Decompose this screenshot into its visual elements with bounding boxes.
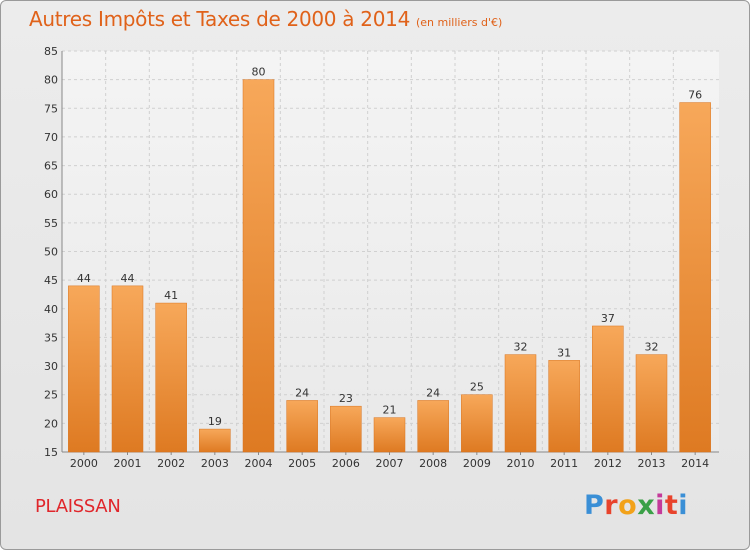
bar-2007 bbox=[373, 417, 406, 453]
logo-letter: r bbox=[604, 490, 619, 521]
x-tick-label: 2000 bbox=[70, 457, 98, 470]
logo-letter: i bbox=[655, 490, 665, 521]
y-tick-label: 35 bbox=[44, 331, 58, 344]
data-label: 44 bbox=[77, 272, 91, 285]
x-tick-label: 2002 bbox=[157, 457, 185, 470]
logo-letter: t bbox=[664, 490, 679, 521]
bar-2005 bbox=[286, 400, 318, 453]
data-label: 32 bbox=[645, 341, 659, 354]
bar-2002 bbox=[155, 302, 187, 453]
y-tick-label: 55 bbox=[44, 217, 58, 230]
bar-2004 bbox=[242, 79, 275, 453]
data-label: 32 bbox=[514, 341, 528, 354]
logo-letter: o bbox=[618, 490, 638, 521]
bar-2013 bbox=[635, 354, 668, 453]
chart-title: Autres Impôts et Taxes de 2000 à 2014 bbox=[29, 7, 410, 31]
bar-2011 bbox=[548, 360, 580, 453]
x-tick-label: 2009 bbox=[463, 457, 491, 470]
x-tick-label: 2008 bbox=[419, 457, 447, 470]
x-tick-label: 2014 bbox=[681, 457, 709, 470]
y-tick-label: 20 bbox=[44, 417, 58, 430]
data-label: 25 bbox=[470, 381, 484, 394]
y-tick-label: 80 bbox=[44, 74, 58, 87]
data-label: 80 bbox=[252, 66, 266, 79]
x-tick-label: 2005 bbox=[288, 457, 316, 470]
bar-2012 bbox=[592, 325, 624, 453]
proxiti-logo: Proxiti bbox=[584, 490, 688, 521]
x-tick-label: 2011 bbox=[550, 457, 578, 470]
axes: 15 20 25 30 35 40 45 50 55 60 65 70 75 80 85 2000 2001 20… bbox=[44, 45, 719, 470]
bar-2010 bbox=[504, 354, 537, 453]
y-tick-label: 75 bbox=[44, 102, 58, 115]
x-tick-label: 2007 bbox=[376, 457, 404, 470]
bar-2014 bbox=[679, 102, 711, 453]
y-tick-label: 45 bbox=[44, 274, 58, 287]
data-label: 41 bbox=[164, 289, 178, 302]
data-label: 37 bbox=[601, 312, 615, 325]
y-tick-label: 25 bbox=[44, 389, 58, 402]
data-label: 19 bbox=[208, 415, 222, 428]
data-label: 24 bbox=[295, 386, 309, 399]
data-label: 31 bbox=[557, 346, 571, 359]
data-label: 24 bbox=[426, 386, 440, 399]
y-tick-label: 60 bbox=[44, 188, 58, 201]
chart-subtitle: (en milliers d'€) bbox=[416, 16, 503, 29]
y-tick-label: 40 bbox=[44, 303, 58, 316]
data-label: 76 bbox=[688, 89, 702, 102]
y-tick-label: 30 bbox=[44, 360, 58, 373]
y-tick-label: 15 bbox=[44, 446, 58, 459]
x-tick-label: 2003 bbox=[201, 457, 229, 470]
x-tick-label: 2012 bbox=[594, 457, 622, 470]
bars bbox=[68, 79, 711, 453]
logo-letter: x bbox=[637, 490, 656, 521]
x-tick-label: 2001 bbox=[114, 457, 142, 470]
bar-2003 bbox=[199, 428, 231, 453]
y-tick-label: 50 bbox=[44, 246, 58, 259]
x-tick-label: 2013 bbox=[638, 457, 666, 470]
data-labels: 44 44 41 19 80 24 23 21 24 25 32 31 37 32 76 bbox=[77, 66, 702, 428]
y-tick-label: 65 bbox=[44, 160, 58, 173]
bar-2006 bbox=[330, 405, 362, 453]
y-tick-label: 85 bbox=[44, 45, 58, 58]
data-label: 44 bbox=[121, 272, 135, 285]
logo-letter: P bbox=[584, 490, 605, 521]
bar-2000 bbox=[68, 285, 100, 453]
bar-2001 bbox=[111, 285, 144, 453]
x-tick-label: 2010 bbox=[507, 457, 535, 470]
x-tick-label: 2006 bbox=[332, 457, 360, 470]
title-row: Autres Impôts et Taxes de 2000 à 2014 (en… bbox=[29, 7, 502, 31]
data-label: 21 bbox=[383, 404, 397, 417]
bar-2009 bbox=[461, 394, 493, 453]
y-tick-label: 70 bbox=[44, 131, 58, 144]
x-tick-label: 2004 bbox=[245, 457, 273, 470]
data-label: 23 bbox=[339, 392, 353, 405]
bar-2008 bbox=[417, 400, 449, 453]
logo-letter: i bbox=[678, 490, 689, 521]
commune-name: PLAISSAN bbox=[35, 496, 121, 517]
